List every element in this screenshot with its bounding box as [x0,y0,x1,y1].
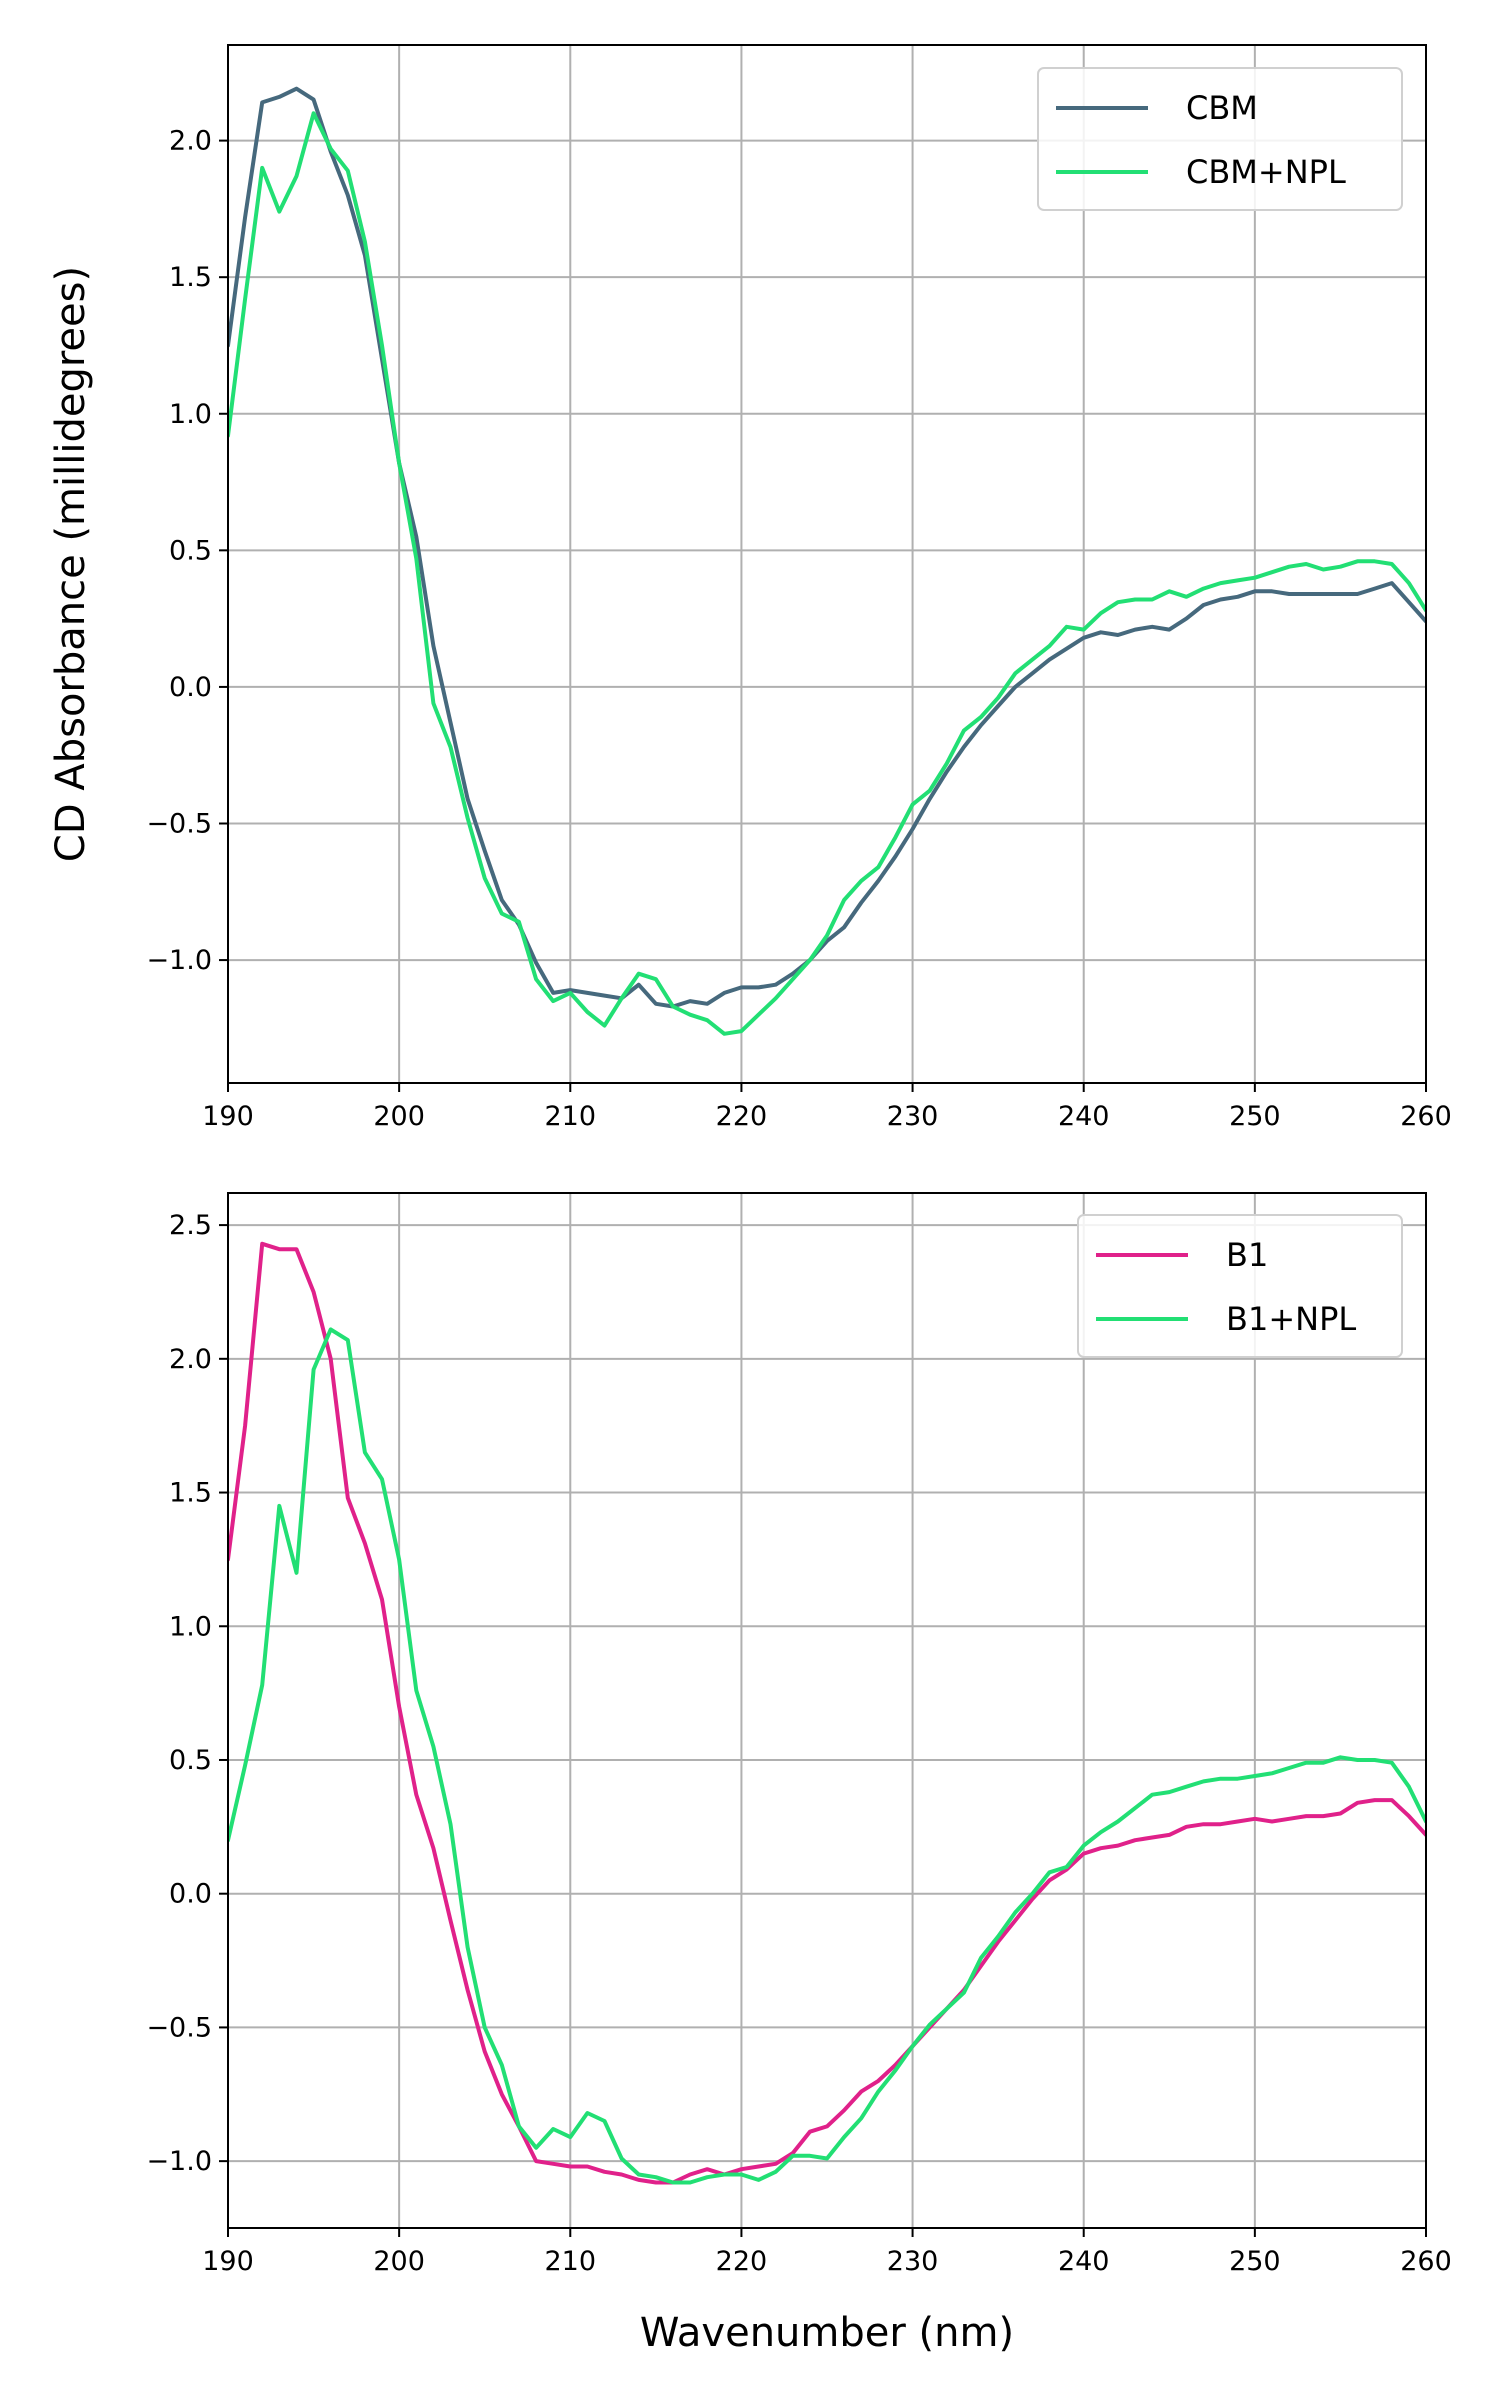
bottom-legend: B1 B1+NPL [1077,1214,1403,1358]
top-y-tick-label: 0.5 [169,535,212,566]
bottom-x-tick-label: 200 [373,2246,425,2277]
bottom-y-tick-label: 2.0 [169,1344,212,1375]
top-y-tick-label: 1.0 [169,399,212,430]
top-x-tick-label: 210 [545,1101,597,1132]
bottom-y-tick-label: 1.0 [169,1611,212,1642]
bottom-chart-panel: 190 200 210 220 230 240 250 260 2.5 2.0 1.5 1.0 0.5 0… [146,1192,1452,2356]
bottom-plot-frame [227,1192,1427,2229]
top-x-tick-label: 220 [716,1101,768,1132]
bottom-x-tick-label: 190 [202,2246,254,2277]
top-y-tick-label: 1.5 [169,262,212,293]
bottom-x-tick-label: 220 [716,2246,768,2277]
top-x-tick-label: 250 [1229,1101,1281,1132]
top-y-tick-label: −0.5 [146,809,212,840]
top-x-tick-label: 260 [1400,1101,1452,1132]
bottom-x-tick-label: 250 [1229,2246,1281,2277]
top-y-tick-label: −1.0 [146,945,212,976]
top-x-tick-label: 240 [1058,1101,1110,1132]
top-legend: CBM CBM+NPL [1037,67,1403,211]
bottom-x-tick-label: 210 [545,2246,597,2277]
bottom-legend-box [1077,1214,1403,1358]
top-y-axis-title: CD Absorbance (millidegrees) [48,266,94,862]
bottom-y-tick-label: −1.0 [146,2146,212,2177]
bottom-legend-label: B1+NPL [1226,1300,1356,1338]
top-x-tick-label: 190 [202,1101,254,1132]
top-legend-label: CBM+NPL [1186,153,1346,191]
top-y-tick-label: 2.0 [169,126,212,157]
bottom-x-tick-label: 230 [887,2246,939,2277]
top-plot-frame [227,44,1427,1084]
top-chart-panel: 190 200 210 220 230 240 250 260 2.0 1.5 1.0 0.5 0.0 −… [48,44,1452,1132]
top-series-line-cbm-npl [228,111,1426,1036]
bottom-y-tick-label: −0.5 [146,2012,212,2043]
top-y-tick-label: 0.0 [169,672,212,703]
bottom-y-tick-label: 1.5 [169,1478,212,1509]
bottom-series-line-b1-npl [228,1327,1426,2185]
top-legend-box [1037,67,1403,211]
top-x-tick-label: 230 [887,1101,939,1132]
bottom-series-line-b1 [228,1241,1426,2185]
bottom-legend-label: B1 [1226,1236,1268,1274]
bottom-y-tick-label: 0.0 [169,1879,212,1910]
bottom-x-axis-title: Wavenumber (nm) [640,2310,1014,2356]
bottom-x-tick-label: 260 [1400,2246,1452,2277]
bottom-x-tick-label: 240 [1058,2246,1110,2277]
top-x-tick-label: 200 [373,1101,425,1132]
bottom-y-tick-label: 0.5 [169,1745,212,1776]
top-legend-label: CBM [1186,89,1258,127]
top-series-line-cbm [228,86,1426,1009]
bottom-y-tick-label: 2.5 [169,1210,212,1241]
